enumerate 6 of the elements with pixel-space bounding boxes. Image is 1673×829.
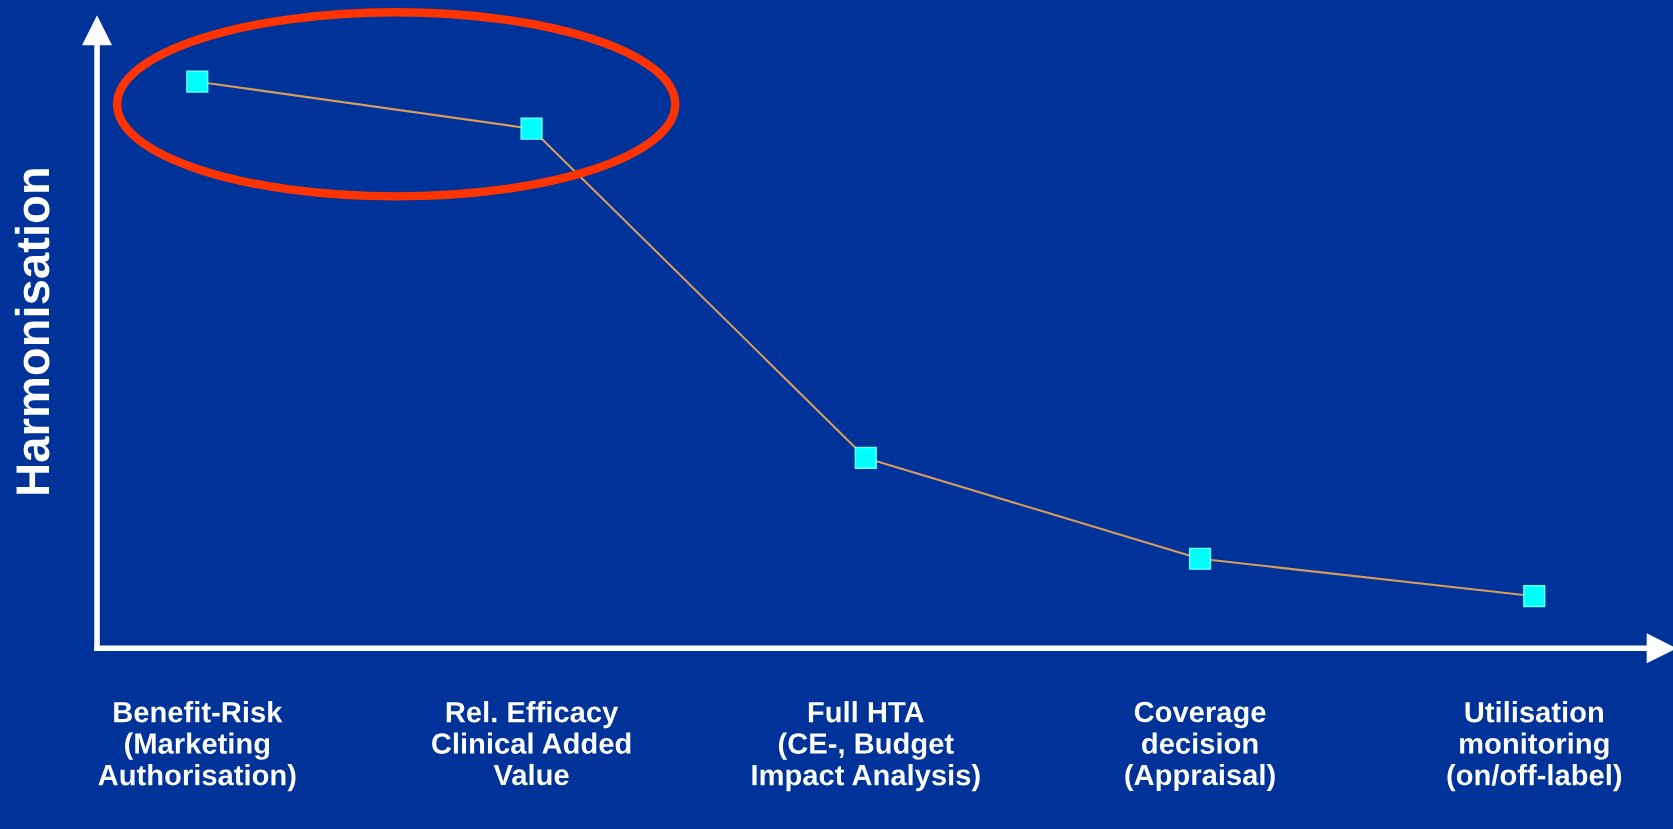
x-tick-label: Utilisation monitoring (on/off-label) bbox=[1447, 701, 1622, 792]
y-axis-title: Harmonisation bbox=[14, 169, 50, 494]
x-tick-label: Coverage decision (Appraisal) bbox=[1125, 701, 1275, 792]
x-tick-label: Benefit-Risk (Marketing Authorisation) bbox=[98, 701, 296, 792]
x-tick-label: Full HTA (CE-, Budget Impact Analysis) bbox=[752, 701, 980, 792]
x-tick-label: Rel. Efficacy Clinical Added Value bbox=[432, 701, 631, 786]
